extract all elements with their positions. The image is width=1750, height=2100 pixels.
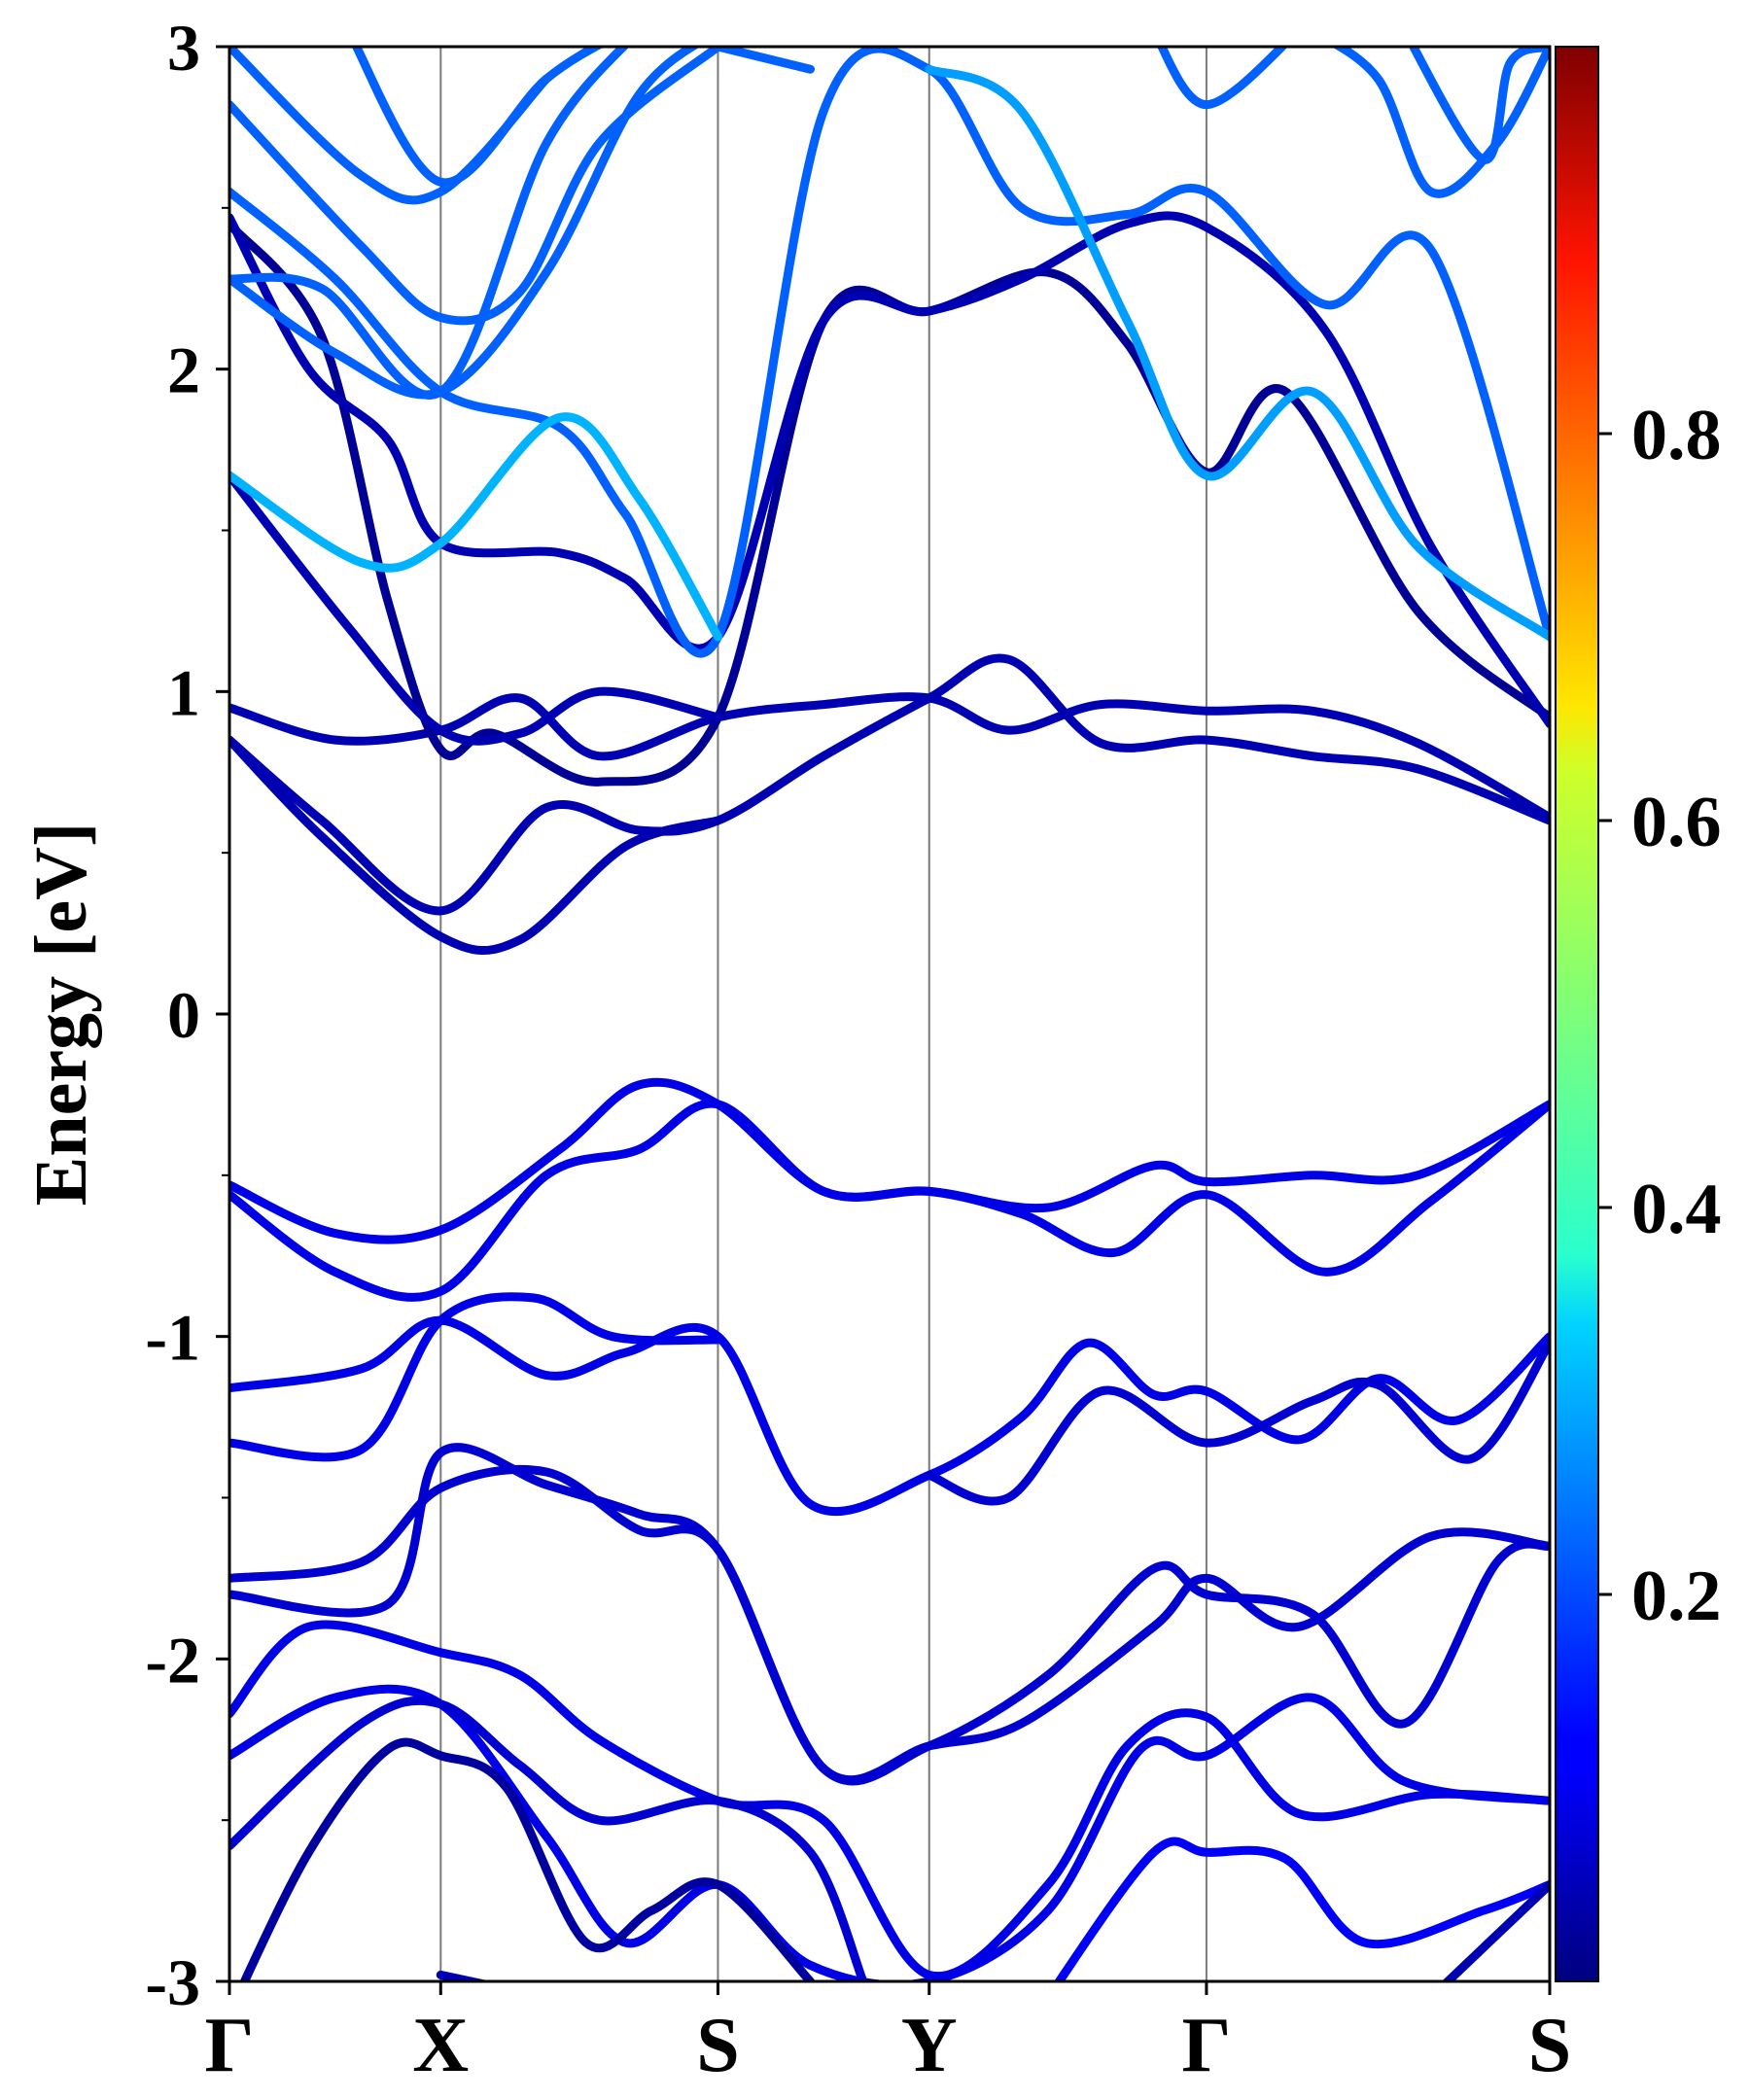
band-line-31 bbox=[1331, 47, 1550, 198]
band-line-29 bbox=[925, 64, 1550, 642]
band-line-28 bbox=[714, 47, 815, 74]
y-tick-label: -2 bbox=[145, 1623, 200, 1697]
band-line-12 bbox=[229, 1684, 1550, 1981]
band-line-23 bbox=[229, 47, 701, 400]
colorbar-tick-label: 0.6 bbox=[1631, 783, 1722, 862]
y-tick-label: -3 bbox=[145, 1945, 200, 2019]
x-tick-label: Γ bbox=[205, 2003, 255, 2088]
band-line-21 bbox=[229, 471, 722, 746]
band-line-11 bbox=[229, 1620, 1550, 1981]
y-axis-label: Energy [eV] bbox=[20, 822, 102, 1207]
band-line-17 bbox=[1441, 1880, 1550, 1981]
band-line-4 bbox=[229, 1077, 1550, 1244]
band-line-13 bbox=[229, 1696, 868, 1981]
band-lines bbox=[229, 47, 1550, 1981]
band-line-30 bbox=[1157, 47, 1288, 110]
y-tick-label: -1 bbox=[145, 1301, 200, 1375]
band-line-7 bbox=[229, 1292, 722, 1462]
band-line-2 bbox=[229, 653, 1550, 916]
band-line-22 bbox=[229, 412, 722, 642]
x-tick-label: S bbox=[696, 2003, 740, 2088]
y-tick-label: 2 bbox=[167, 333, 200, 407]
band-line-25 bbox=[229, 47, 630, 400]
colorbar-ticks: 0.8 0.6 0.4 0.2 bbox=[1598, 396, 1722, 1636]
band-line-5 bbox=[229, 1099, 1550, 1302]
colorbar-tick-label: 0.4 bbox=[1631, 1170, 1722, 1249]
colorbar-tick-label: 0.8 bbox=[1631, 396, 1722, 475]
x-tick-label: S bbox=[1528, 2003, 1572, 2088]
band-line-3 bbox=[229, 735, 722, 955]
high-symmetry-lines bbox=[439, 47, 1208, 1981]
band-line-32 bbox=[1408, 47, 1550, 164]
y-tick-label: 0 bbox=[167, 978, 200, 1052]
x-tick-label: Γ bbox=[1181, 2003, 1231, 2088]
colorbar-tick-label: 0.2 bbox=[1631, 1557, 1722, 1636]
band-line-20 bbox=[229, 47, 1550, 658]
band-line-8 bbox=[925, 1338, 1550, 1506]
y-axis-ticks: 3 2 1 0 -1 -2 -3 bbox=[145, 11, 229, 2019]
band-line-15 bbox=[436, 1970, 492, 1981]
band-line-26 bbox=[229, 47, 551, 205]
plot-frame bbox=[228, 45, 1552, 1983]
colorbar bbox=[1555, 46, 1599, 1982]
y-tick-label: 3 bbox=[167, 11, 200, 85]
band-line-14 bbox=[239, 1737, 815, 1981]
y-tick-label: 1 bbox=[167, 655, 200, 729]
band-line-27 bbox=[351, 47, 605, 188]
band-line-6 bbox=[229, 1315, 1550, 1517]
band-line-19 bbox=[229, 211, 1550, 728]
band-line-1 bbox=[229, 692, 1550, 822]
band-line-16 bbox=[1054, 1837, 1550, 1981]
x-tick-label: Y bbox=[901, 2003, 958, 2088]
band-line-10 bbox=[229, 1443, 1550, 1786]
x-tick-label: X bbox=[412, 2003, 469, 2088]
